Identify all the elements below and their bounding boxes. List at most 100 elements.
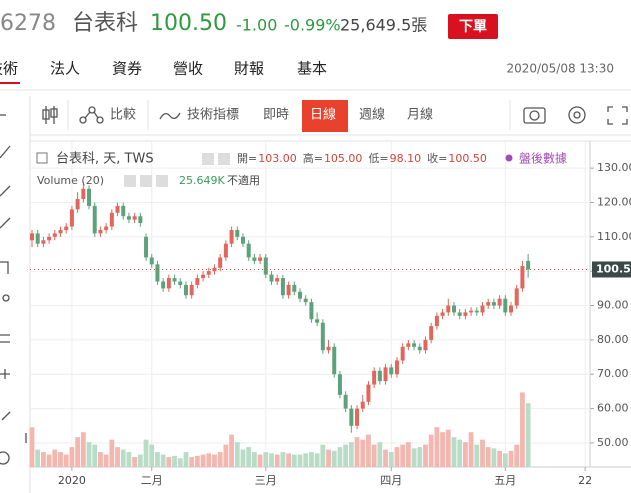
volume-bar [428,434,434,467]
candle-body [383,367,388,382]
legend-button[interactable] [202,153,214,165]
volume-bar [411,448,417,467]
candle-body [457,312,462,316]
volume-bar [35,449,41,467]
tab[interactable]: 技術 [0,60,18,78]
volume: 25,649.5張 [340,16,427,35]
tab[interactable]: 基本 [297,60,327,78]
order-button-label[interactable]: 下單 [459,19,487,35]
volume-bar [75,437,81,467]
readout-value: 105.00 [324,152,363,165]
candle-body [166,278,171,289]
collapse-icon[interactable] [36,152,48,164]
drawing-tools[interactable] [0,114,27,465]
tab[interactable]: 資券 [112,60,142,78]
volume-bar [92,444,98,467]
volume-bar [497,450,503,467]
volume-title: Volume (20) [37,174,104,187]
volume-bar [280,452,286,467]
volume-bar [80,432,86,467]
volume-bar [126,452,132,467]
volume-bar [343,444,349,467]
readout-label: 收= [427,151,447,165]
volume-bar [137,454,143,467]
change-pct: -0.99% [284,16,341,35]
indicator-icon[interactable] [159,112,181,120]
status-dot [505,154,513,162]
candle-body [440,312,445,316]
settings-icon[interactable] [568,106,586,124]
candle-body [35,233,40,244]
candle-body [520,266,525,289]
last-price-label: 100.50 [596,262,631,275]
candle-body [514,288,519,306]
volume-bar [183,452,189,467]
volume-bar [69,447,75,467]
readout-label: 低= [368,152,388,165]
plot: 50.0060.0070.0080.0090.00100.00110.00120… [29,141,631,487]
candle-body [417,346,422,351]
candle-body [87,188,92,206]
candle-body [509,305,514,313]
volume-bar [394,447,400,467]
candle-body [446,305,451,313]
volume-bar [474,444,480,467]
volume-bar [274,454,280,467]
volume-bar [229,434,234,467]
volume-bar [115,447,120,467]
volume-bar [417,447,423,467]
camera-icon[interactable] [523,107,546,124]
volume-bar [234,442,240,467]
datetime: 2020/05/08 13:30 [506,62,614,76]
candle-body [52,233,57,237]
volume-bar [491,448,497,467]
volume-note: 不適用 [227,173,260,187]
candle-body [195,278,200,285]
volume-bar [246,447,252,467]
period[interactable]: 月線 [407,107,433,123]
candle-body [223,243,228,258]
candle-body [497,298,502,306]
volume-bar [251,452,257,467]
y-tick-label: 60.00 [597,402,629,415]
volume-bar [263,452,269,467]
compare-icon[interactable] [79,106,104,124]
volume-readout: 25.649K [179,174,225,187]
x-tick-label: 三月 [255,474,277,487]
volume-bar [206,453,212,467]
fullscreen-icon[interactable] [607,106,628,125]
volume-bar [502,453,508,467]
volume-bar [445,429,451,467]
volume-bar [451,437,457,467]
volume-bar [331,450,337,467]
legend-button[interactable] [124,175,136,187]
legend-button[interactable] [156,175,168,187]
periods: 即時 日線 週線 月線 [263,100,433,132]
order-button[interactable] [448,14,498,39]
volume-bar [223,444,229,467]
indicator-label[interactable]: 技術指標 [187,108,239,123]
period[interactable]: 週線 [359,107,385,123]
candle-body [126,216,131,220]
volume-bar [423,444,428,467]
candle-body [315,319,320,323]
candle-body [429,326,434,340]
compare-label[interactable]: 比較 [110,108,136,123]
candle-body [491,302,496,306]
readout: 開= 103.00 高= 105.00 低= 98.10 收= 100.50 [237,151,487,165]
period[interactable]: 即時 [263,108,289,123]
volume-bar [98,452,103,467]
candle-icon[interactable] [42,106,58,124]
legend-button[interactable] [140,175,152,187]
volume-bar [86,442,92,467]
tab[interactable]: 營收 [173,60,203,78]
period-active[interactable] [302,100,348,132]
period[interactable]: 日線 [310,107,336,123]
candle-body [320,322,325,351]
legend-button[interactable] [218,153,230,165]
tab[interactable]: 財報 [234,60,264,78]
candle-body [138,216,143,224]
volume-bar [177,458,183,467]
tab[interactable]: 法人 [50,60,80,78]
candle-body [451,305,456,313]
